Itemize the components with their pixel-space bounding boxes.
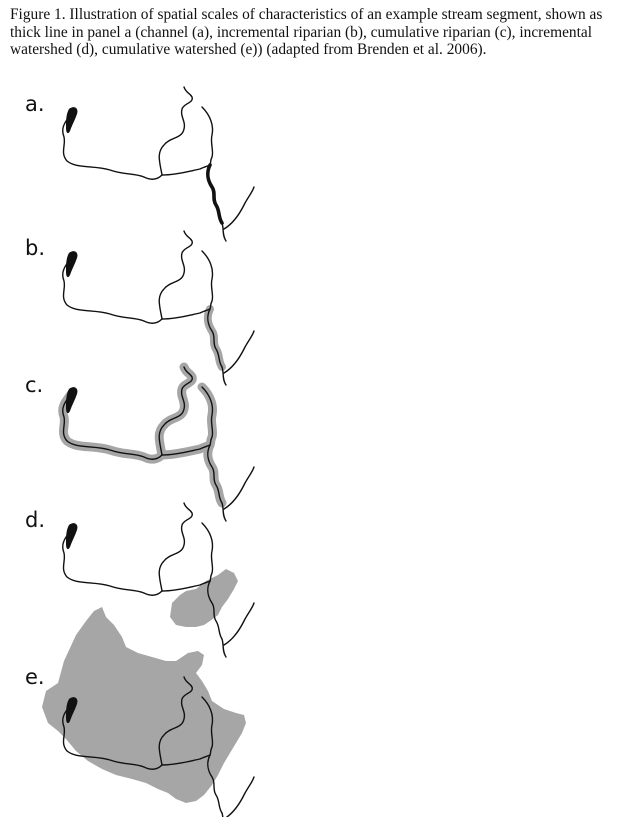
panel-a-label: a. xyxy=(25,92,45,116)
stream-source-marker xyxy=(66,523,78,550)
panel-a-diagram xyxy=(62,86,255,242)
incremental-riparian-buffer xyxy=(208,309,222,367)
panel-e-label: e. xyxy=(25,665,45,689)
panel-c-diagram xyxy=(63,367,255,522)
stream-source-marker xyxy=(66,107,78,134)
cumulative-riparian-buffer xyxy=(63,367,222,503)
incremental-watershed-area xyxy=(170,569,238,627)
caption-line-1: Figure 1. Illustration of spatial scales… xyxy=(10,6,603,23)
stream-network xyxy=(62,230,255,386)
stream-network xyxy=(62,86,255,242)
stream-source-marker xyxy=(66,251,78,278)
panel-e-diagram xyxy=(42,607,255,817)
caption-line-3: watershed (d), cumulative watershed (e))… xyxy=(10,41,487,58)
figure-caption: Figure 1. Illustration of spatial scales… xyxy=(10,6,635,59)
cumulative-watershed-area xyxy=(42,607,246,803)
caption-line-2: thick line in panel a (channel (a), incr… xyxy=(10,23,593,41)
panel-b-diagram xyxy=(62,230,255,386)
panel-b-label: b. xyxy=(25,236,46,260)
panel-c-label: c. xyxy=(25,373,44,397)
stream-source-marker xyxy=(66,387,78,414)
channel-segment-highlight xyxy=(206,163,224,225)
panel-d-diagram xyxy=(62,502,255,658)
panel-d-label: d. xyxy=(25,508,46,532)
